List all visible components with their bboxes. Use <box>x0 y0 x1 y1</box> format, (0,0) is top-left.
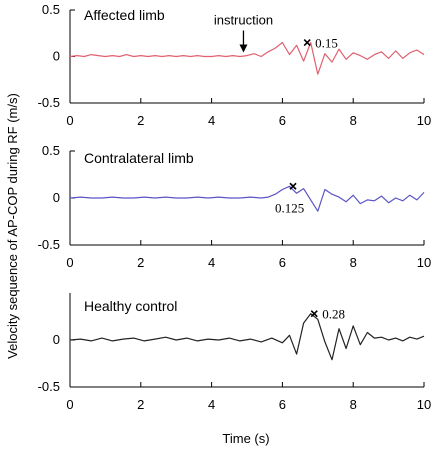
x-tick-label: 6 <box>279 113 286 128</box>
y-tick-label: -0.5 <box>38 237 60 252</box>
panel-1 <box>69 150 425 246</box>
x-tick-label: 2 <box>137 255 144 270</box>
x-tick-label: 2 <box>137 397 144 412</box>
peak-marker <box>289 182 297 190</box>
panel-title: Contralateral limb <box>84 150 194 166</box>
peak-value-label: 0.15 <box>315 36 338 51</box>
x-tick-label: 10 <box>417 113 431 128</box>
peak-value-label: 0.125 <box>275 200 304 215</box>
panel-2 <box>69 293 425 388</box>
x-tick-label: 4 <box>208 113 215 128</box>
panel-0 <box>69 9 425 104</box>
x-tick-label: 6 <box>279 397 286 412</box>
x-tick-label: 0 <box>66 255 73 270</box>
x-tick-label: 6 <box>279 255 286 270</box>
y-tick-label: 0 <box>53 332 60 347</box>
x-tick-label: 8 <box>350 255 357 270</box>
peak-marker <box>310 310 318 318</box>
y-tick-label: -0.5 <box>38 95 60 110</box>
x-tick-label: 8 <box>350 113 357 128</box>
x-tick-label: 10 <box>417 397 431 412</box>
series-line <box>69 185 425 212</box>
x-tick-label: 0 <box>66 113 73 128</box>
panel-title: Affected limb <box>84 7 165 23</box>
x-tick-label: 10 <box>417 255 431 270</box>
x-axis-title: Time (s) <box>222 431 269 446</box>
x-tick-label: 4 <box>208 397 215 412</box>
instruction-arrowhead <box>239 44 248 53</box>
x-tick-label: 0 <box>66 397 73 412</box>
peak-marker <box>303 38 311 47</box>
series-line <box>69 313 425 361</box>
x-tick-label: 2 <box>137 113 144 128</box>
instruction-label: instruction <box>214 13 273 28</box>
peak-value-label: 0.28 <box>322 307 345 322</box>
y-tick-label: -0.5 <box>38 379 60 394</box>
y-tick-label: 0.5 <box>42 2 60 17</box>
y-tick-label: 0 <box>53 190 60 205</box>
y-tick-label: 0 <box>53 49 60 64</box>
y-tick-label: 0.5 <box>42 143 60 158</box>
x-tick-label: 8 <box>350 397 357 412</box>
series-line <box>69 41 425 75</box>
x-tick-label: 4 <box>208 255 215 270</box>
y-axis-title: Velocity sequence of AP-COP during RF (m… <box>5 93 20 359</box>
panel-title: Healthy control <box>84 298 177 314</box>
